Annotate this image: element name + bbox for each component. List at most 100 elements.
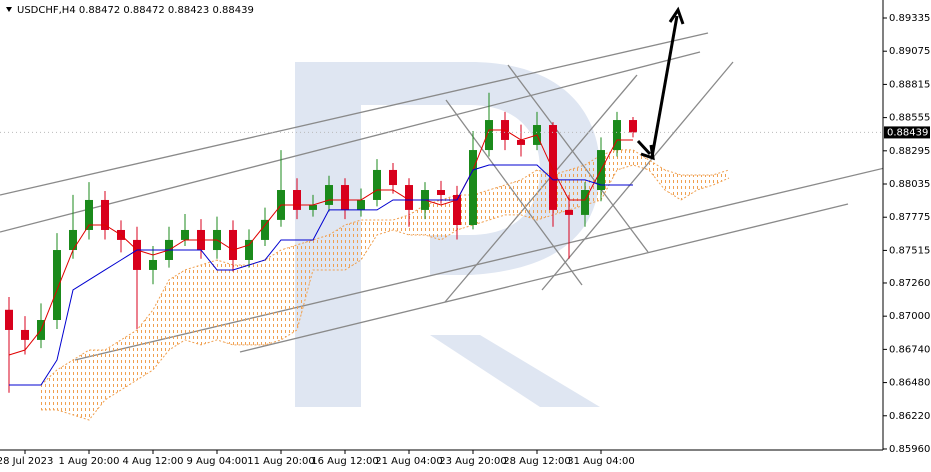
candle-body (325, 185, 333, 205)
candle-body (629, 120, 637, 133)
trend-line (507, 64, 649, 253)
cloud-segment (521, 169, 537, 221)
y-tick-label: 0.85960 (889, 444, 930, 455)
trend-line (0, 32, 709, 196)
cloud-segment (393, 214, 409, 235)
candle-body (309, 204, 317, 210)
candle-body (565, 209, 573, 215)
candle-body (21, 329, 29, 340)
candle-body (293, 190, 301, 210)
cloud-segment (681, 174, 697, 200)
cloud-segment (233, 264, 249, 345)
cloud-segment (265, 250, 281, 345)
cloud-segment (425, 199, 441, 240)
candle-body (69, 229, 77, 251)
y-tick-label: 0.86480 (889, 378, 930, 389)
cloud-segment (329, 225, 345, 270)
x-tick-label: 11 Aug 20:00 (247, 456, 314, 467)
cloud-segment (697, 174, 713, 191)
candle-body (341, 185, 349, 210)
x-tick-label: 4 Aug 12:00 (122, 456, 183, 467)
plot (0, 92, 883, 421)
candle-body (85, 199, 93, 230)
y-tick-label: 0.88815 (889, 79, 930, 90)
x-tick-label: 21 Aug 04:00 (375, 456, 442, 467)
span_a-line (40, 149, 730, 386)
cloud-segment (217, 259, 233, 345)
candle-body (469, 150, 477, 225)
candle-body (405, 185, 413, 210)
y-tick-label: 0.86740 (889, 344, 930, 355)
last-price-label: 0.88439 (887, 127, 928, 138)
y-tick-label: 0.87515 (889, 245, 930, 256)
cloud-segment (489, 185, 505, 221)
cloud-segment (313, 234, 329, 270)
cloud-segment (105, 339, 121, 400)
cloud-segment (201, 259, 217, 345)
x-tick-label: 9 Aug 04:00 (186, 456, 247, 467)
candle-body (373, 169, 381, 200)
candle-body (357, 199, 365, 210)
x-tick-label: 28 Jul 2023 (0, 456, 53, 467)
cloud-segment (89, 350, 105, 420)
x-tick-label: 31 Aug 04:00 (567, 456, 634, 467)
candle-body (261, 219, 269, 240)
x-tick-label: 1 Aug 20:00 (58, 456, 119, 467)
arrow (636, 139, 652, 156)
y-tick-label: 0.89335 (889, 13, 930, 24)
y-tick-label: 0.87775 (889, 212, 930, 223)
menu-arrow (6, 7, 12, 12)
x-tick-label: 23 Aug 20:00 (439, 456, 506, 467)
cloud-segment (57, 359, 73, 415)
y-tick-label: 0.87260 (889, 278, 930, 289)
candle-body (581, 190, 589, 215)
cloud-segment (345, 220, 361, 270)
cloud-segment (713, 169, 729, 186)
candle-body (5, 309, 13, 330)
arrow-head (668, 6, 685, 25)
span_b-line (41, 164, 730, 421)
candle-body (485, 120, 493, 151)
cloud-segment (249, 259, 265, 345)
arrow-head (640, 144, 655, 161)
candle-body (149, 259, 157, 270)
cloud-segment (505, 179, 521, 215)
arrow (650, 15, 679, 158)
candle-body (101, 199, 109, 230)
cloud-segment (361, 220, 377, 260)
y-tick-label: 0.88555 (889, 113, 930, 124)
cloud-segment (281, 244, 297, 340)
x-tick-label: 16 Aug 12:00 (311, 456, 378, 467)
candle-body (549, 125, 557, 210)
trend-line (0, 51, 701, 233)
cloud-segment (169, 269, 185, 351)
cloud-segment (633, 149, 649, 170)
candle-body (389, 169, 397, 186)
y-tick-label: 0.88035 (889, 179, 930, 190)
cloud-segment (121, 329, 137, 390)
cloud-segment (185, 264, 201, 345)
x-tick-label: 28 Aug 12:00 (503, 456, 570, 467)
y-tick-label: 0.87000 (889, 311, 930, 322)
cloud-segment (153, 279, 169, 370)
cloud-segment (297, 239, 313, 330)
candle-body (453, 194, 461, 225)
tenkan-line (8, 129, 633, 356)
candle-body (245, 239, 253, 260)
trend-line (541, 61, 734, 291)
y-tick-label: 0.86220 (889, 411, 930, 422)
cloud-segment (73, 350, 89, 420)
cloud-segment (137, 309, 153, 380)
candle-body (613, 120, 621, 151)
forecast-arrows (636, 6, 685, 161)
candle-body (181, 229, 189, 240)
cloud-segment (617, 149, 633, 170)
kijun-line (9, 164, 633, 386)
trend-line (239, 203, 849, 353)
y-tick-label: 0.89075 (889, 46, 930, 57)
cloud-segment (41, 369, 57, 410)
y-tick-label: 0.88295 (889, 146, 930, 157)
last-price-box (884, 126, 930, 139)
candle-body (437, 190, 445, 195)
